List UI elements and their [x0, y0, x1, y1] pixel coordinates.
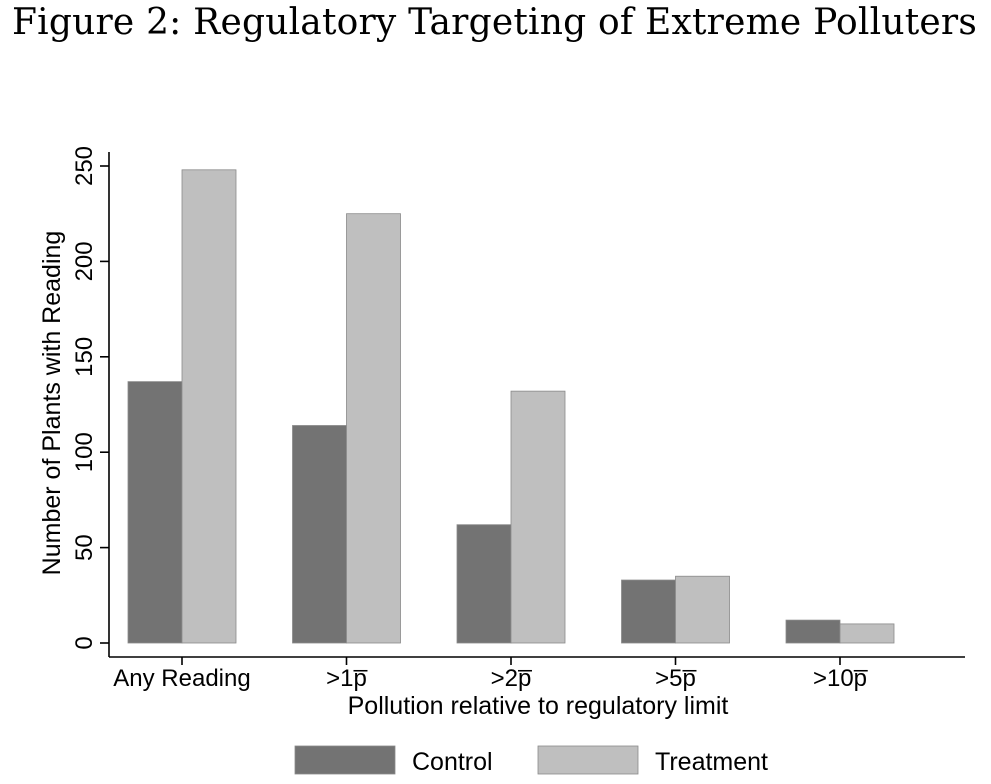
y-tick-label: 200: [71, 241, 98, 281]
y-tick-label: 150: [71, 337, 98, 377]
legend-swatch-control: [294, 745, 396, 775]
x-tick-label: >2p̅: [491, 665, 532, 692]
x-axis-title: Pollution relative to regulatory limit: [348, 692, 729, 720]
x-tick-label: >10p̅: [813, 665, 868, 692]
bar-treatment-2: [346, 213, 401, 644]
legend: Control Treatment: [294, 745, 768, 776]
y-tick-label: 50: [71, 534, 98, 561]
bar-treatment-1: [181, 169, 237, 644]
bar-control-4: [621, 579, 676, 644]
x-tick-label: >5p̅: [655, 665, 696, 692]
x-tick-label: Any Reading: [113, 665, 250, 692]
y-tick-label: 250: [71, 146, 98, 186]
bar-treatment-5: [839, 623, 895, 644]
bar-control-1: [127, 381, 183, 644]
legend-label-treatment: Treatment: [655, 748, 768, 776]
legend-swatch-treatment: [537, 745, 639, 775]
bars-layer: [127, 169, 895, 644]
legend-label-control: Control: [412, 748, 493, 776]
bar-control-2: [292, 425, 347, 644]
y-tick-label: 100: [71, 432, 98, 472]
bar-treatment-4: [675, 575, 730, 644]
bar-control-5: [785, 619, 841, 644]
y-tick-label: 0: [71, 636, 98, 649]
bar-control-3: [456, 524, 512, 644]
bar-treatment-3: [510, 390, 566, 644]
y-ticks-layer: 0 50 100 150 200 250: [71, 146, 109, 650]
x-tick-label: >1p̅: [326, 665, 367, 692]
figure-title: Figure 2: Regulatory Targeting of Extrem…: [12, 2, 977, 43]
x-ticks-layer: Any Reading >1p̅ >2p̅ >5p̅ >10p̅: [113, 657, 868, 692]
y-axis-title: Number of Plants with Reading: [38, 231, 66, 576]
